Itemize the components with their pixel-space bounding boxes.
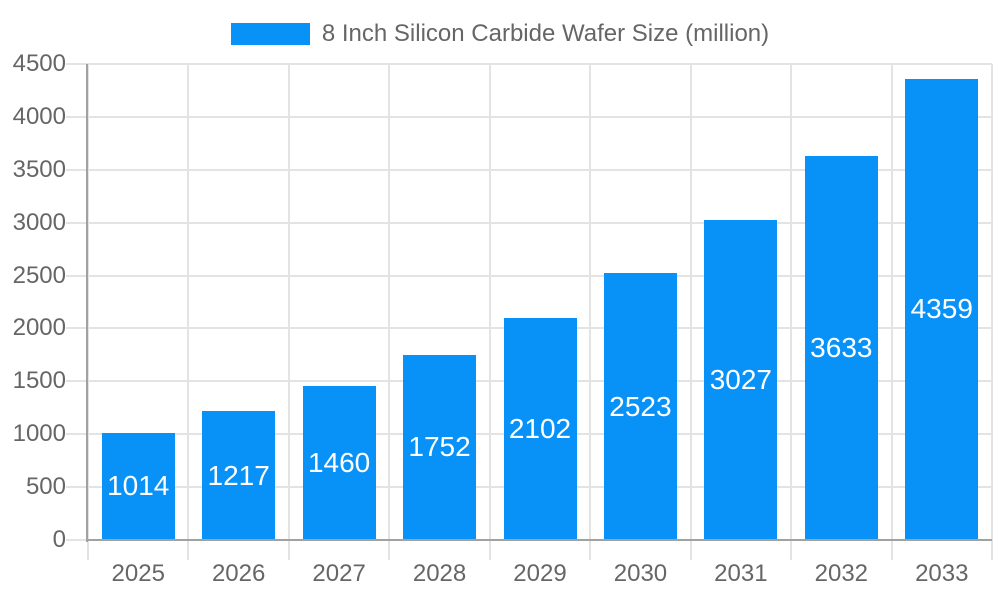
x-tick-label: 2025 — [111, 560, 165, 587]
x-tick-label: 2030 — [613, 560, 668, 587]
x-tick-label: 2032 — [814, 560, 869, 587]
bar-value-label: 1752 — [408, 431, 471, 463]
x-axis-line — [86, 539, 992, 541]
y-tick-label: 3500 — [12, 155, 66, 183]
legend-label: 8 Inch Silicon Carbide Wafer Size (milli… — [321, 20, 770, 47]
x-gridline — [87, 64, 89, 560]
bar[interactable]: 1752 — [403, 354, 477, 540]
y-tick-label: 3000 — [12, 208, 66, 236]
x-gridline — [689, 64, 692, 560]
bar-value-label: 4359 — [910, 293, 973, 325]
bar-value-label: 1014 — [107, 470, 170, 502]
bar[interactable]: 2102 — [503, 317, 577, 540]
bar[interactable]: 3027 — [704, 219, 778, 540]
y-gridline — [66, 274, 992, 277]
y-gridline — [66, 221, 992, 224]
bar[interactable]: 3633 — [804, 155, 878, 540]
y-tick-label: 1500 — [12, 367, 66, 395]
bar[interactable]: 4359 — [905, 78, 979, 540]
bar[interactable]: 1217 — [202, 411, 276, 540]
x-gridline — [991, 64, 993, 560]
x-gridline — [488, 64, 491, 560]
bar[interactable]: 1460 — [302, 385, 376, 540]
y-tick-label: 4500 — [12, 50, 66, 77]
x-gridline — [187, 64, 190, 560]
y-tick-label: 500 — [25, 473, 66, 501]
bar-value-label: 2523 — [609, 390, 672, 422]
legend-swatch — [230, 23, 310, 45]
y-tick-label: 2000 — [12, 314, 66, 342]
bar-value-label: 3633 — [810, 331, 873, 363]
x-tick-label: 2033 — [915, 560, 969, 587]
y-gridline — [66, 63, 992, 65]
bar-value-label: 1217 — [207, 459, 270, 491]
x-gridline — [388, 64, 391, 560]
x-gridline — [589, 64, 592, 560]
x-tick-label: 2028 — [412, 560, 467, 587]
bar[interactable]: 2523 — [603, 273, 677, 540]
x-tick-label: 2027 — [312, 560, 366, 587]
y-tick-label: 4000 — [12, 102, 66, 130]
bar[interactable]: 1014 — [101, 432, 175, 540]
y-gridline — [66, 115, 992, 118]
x-gridline — [890, 64, 893, 560]
y-gridline — [66, 168, 992, 171]
x-tick-label: 2026 — [211, 560, 266, 587]
x-tick-label: 2029 — [513, 560, 567, 587]
bar-value-label: 3027 — [709, 363, 773, 395]
bar-value-label: 1460 — [307, 446, 371, 478]
bar-value-label: 2102 — [508, 412, 572, 444]
x-gridline — [287, 64, 290, 560]
y-tick-label: 0 — [52, 526, 66, 553]
y-tick-label: 1000 — [12, 420, 66, 448]
x-gridline — [790, 64, 793, 560]
chart-legend[interactable]: 8 Inch Silicon Carbide Wafer Size (milli… — [0, 20, 1000, 48]
y-tick-label: 2500 — [12, 261, 66, 289]
x-tick-label: 2031 — [714, 560, 768, 587]
y-axis-line — [86, 64, 88, 542]
